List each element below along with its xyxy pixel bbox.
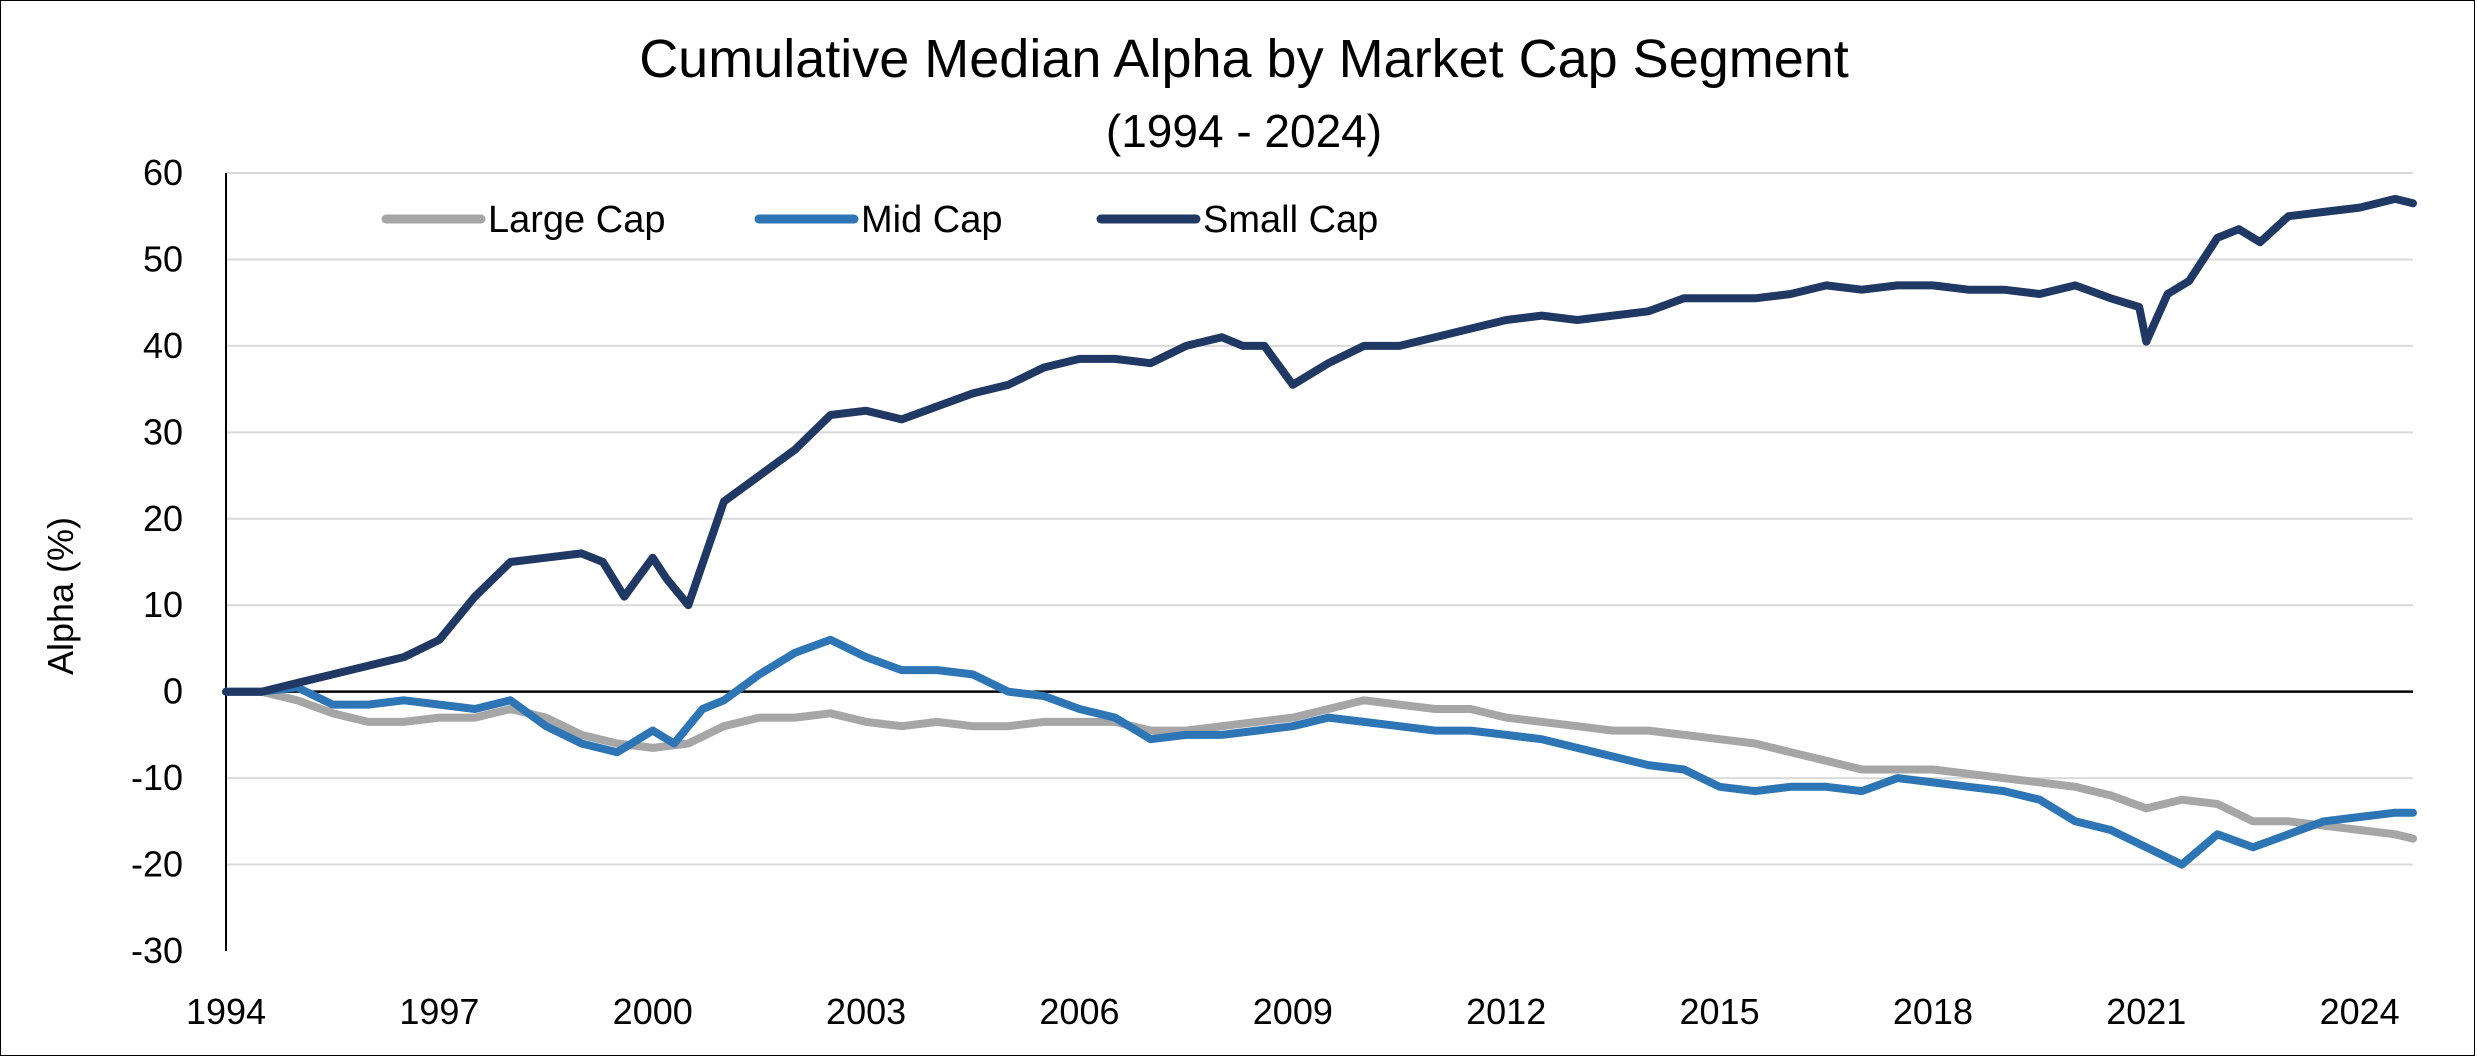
series-lines xyxy=(222,194,2417,869)
y-tick-label: 30 xyxy=(143,411,183,452)
x-tick-label: 1997 xyxy=(399,991,479,1032)
axes xyxy=(225,173,2413,951)
series-line-large-cap xyxy=(222,687,2417,843)
y-tick-label: -30 xyxy=(131,930,183,971)
y-tick-label: -20 xyxy=(131,844,183,885)
y-axis-label: Alpha (%) xyxy=(40,517,81,675)
x-tick-label: 2003 xyxy=(826,991,906,1032)
y-tick-label: 50 xyxy=(143,238,183,279)
legend-label-large-cap: Large Cap xyxy=(488,199,665,241)
y-tick-label: 20 xyxy=(143,498,183,539)
x-tick-label: 2012 xyxy=(1466,991,1546,1032)
x-tick-label: 2006 xyxy=(1039,991,1119,1032)
y-tick-label: -10 xyxy=(131,757,183,798)
gridlines xyxy=(226,172,2413,866)
x-tick-label: 2000 xyxy=(613,991,693,1032)
y-tick-label: 40 xyxy=(143,325,183,366)
chart-title: Cumulative Median Alpha by Market Cap Se… xyxy=(639,29,1849,89)
series-line-small-cap xyxy=(222,194,2417,696)
series-line-mid-cap xyxy=(222,635,2417,869)
legend-label-mid-cap: Mid Cap xyxy=(861,199,1003,241)
x-tick-label: 2024 xyxy=(2320,991,2400,1032)
y-tick-label: 0 xyxy=(163,671,183,712)
y-tick-label: 60 xyxy=(143,152,183,193)
legend-label-small-cap: Small Cap xyxy=(1203,199,1378,241)
chart-subtitle: (1994 - 2024) xyxy=(1106,105,1382,157)
x-tick-labels: 1994 1997 2000 2003 2006 2009 2012 2015 2018 2021… xyxy=(186,991,2400,1032)
x-tick-label: 2021 xyxy=(2106,991,2186,1032)
y-tick-label: 10 xyxy=(143,584,183,625)
legend: Large Cap Mid Cap Small Cap xyxy=(381,199,1378,241)
x-tick-label: 2015 xyxy=(1680,991,1760,1032)
x-tick-label: 1994 xyxy=(186,991,266,1032)
x-tick-label: 2018 xyxy=(1893,991,1973,1032)
x-tick-label: 2009 xyxy=(1253,991,1333,1032)
y-tick-labels: 60 50 40 30 20 10 0 -10 -20 -30 xyxy=(131,152,183,971)
